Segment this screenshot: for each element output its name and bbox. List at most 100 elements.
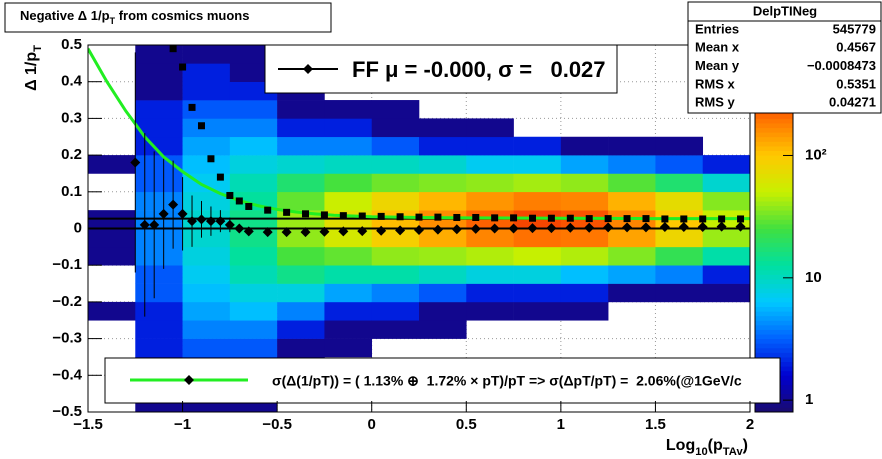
heatmap-cell <box>277 100 325 119</box>
heatmap-cell <box>419 301 467 321</box>
color-bar-segment <box>755 187 793 193</box>
y-tick-label: 0.1 <box>61 183 82 200</box>
marker <box>168 199 179 210</box>
y-tick-label: −0.2 <box>52 293 82 310</box>
y-tick-label: −0.3 <box>52 330 82 347</box>
marker <box>283 208 291 216</box>
heatmap-cell <box>371 118 420 138</box>
heatmap-cell <box>702 173 750 193</box>
y-tick-label: −0.4 <box>52 366 82 383</box>
color-bar-segment <box>755 127 793 133</box>
heatmap-cell <box>324 100 373 119</box>
heatmap-cell <box>560 246 609 266</box>
color-bar-segment <box>755 155 793 161</box>
heatmap-cell <box>324 320 373 339</box>
color-bar-segment <box>755 233 793 239</box>
heatmap-cell <box>513 265 562 284</box>
marker <box>319 226 330 237</box>
color-bar-segment <box>755 288 793 294</box>
legend-marker <box>184 375 194 385</box>
color-bar-segment <box>755 223 793 229</box>
marker <box>451 224 462 235</box>
marker <box>339 212 347 220</box>
marker <box>585 215 593 223</box>
heatmap-cell <box>608 136 656 156</box>
heatmap-cell <box>702 191 750 211</box>
heatmap-cell <box>182 301 231 321</box>
color-bar-segment <box>755 132 793 138</box>
x-tick-label: −1.5 <box>73 416 103 433</box>
marker <box>188 103 196 111</box>
legend-marker <box>303 64 313 74</box>
x-tick-label: 1 <box>557 416 565 433</box>
marker <box>661 215 669 223</box>
color-bar-segment <box>755 214 793 220</box>
color-bar-segment <box>755 256 793 262</box>
heatmap-cell <box>371 100 420 119</box>
heatmap-cell <box>182 81 231 101</box>
heatmap-cell <box>324 136 373 156</box>
color-bar-segment <box>755 168 793 174</box>
heatmap-cell <box>560 283 609 303</box>
heatmap-cell <box>419 118 467 138</box>
heatmap-cell <box>229 118 278 138</box>
stats-name: RMS x <box>695 76 736 91</box>
heatmap-cell <box>655 283 704 303</box>
heatmap-cell <box>182 118 231 138</box>
color-bar-segment <box>755 178 793 184</box>
heatmap-cell <box>135 63 183 82</box>
color-bar-segment <box>755 283 793 289</box>
heatmap-cell <box>608 191 656 211</box>
marker <box>622 222 633 233</box>
heatmap-cell <box>608 173 656 193</box>
marker <box>357 226 368 237</box>
color-bar-segment <box>755 159 793 165</box>
heatmap-cell <box>513 301 562 321</box>
heatmap-cell <box>655 246 704 266</box>
y-axis-label: Δ 1/pT <box>23 45 44 91</box>
heatmap-cell <box>655 155 704 174</box>
heatmap-cell <box>182 45 231 64</box>
marker <box>623 215 631 223</box>
heatmap-cell <box>229 246 278 266</box>
marker <box>415 213 423 221</box>
color-bar-segment <box>755 251 793 257</box>
heatmap-cell <box>371 283 420 303</box>
color-bar-segment <box>755 315 793 321</box>
color-bar-segment <box>755 118 793 124</box>
stats-value: 0.04271 <box>829 95 876 110</box>
marker <box>470 223 481 234</box>
stats-value: −0.0008473 <box>807 58 876 73</box>
heatmap-cell <box>371 155 420 174</box>
heatmap-cell <box>419 136 467 156</box>
x-tick-label: 0.5 <box>456 416 477 433</box>
heatmap-cell <box>371 246 420 266</box>
color-bar-segment <box>755 269 793 275</box>
color-bar-segment <box>755 311 793 317</box>
color-bar-segment <box>755 301 793 307</box>
heatmap-cell <box>135 173 183 193</box>
marker <box>699 215 707 223</box>
marker <box>197 122 205 130</box>
heatmap-cell <box>135 338 183 358</box>
heatmap-cell <box>182 246 231 266</box>
heatmap-cell <box>513 228 562 248</box>
heatmap-cell <box>182 320 231 339</box>
title-box <box>4 2 332 33</box>
heatmap-cell <box>182 283 231 303</box>
color-bar-segment <box>755 141 793 147</box>
text-segment: T <box>110 16 116 26</box>
color-bar-segment <box>755 200 793 207</box>
heatmap-cell <box>229 283 278 303</box>
heatmap-cell <box>371 301 420 321</box>
heatmap-cell <box>560 301 609 321</box>
color-bar-segment <box>755 219 793 225</box>
heatmap-cell <box>135 118 183 138</box>
heatmap-cell <box>466 173 514 193</box>
color-bar-segment <box>755 265 793 271</box>
curve-legend: σ(Δ(1/pT)) = ( 1.13% ⊕ 1.72% × pT)/pT =>… <box>104 357 781 404</box>
stats-title: DelpTINeg <box>753 3 817 18</box>
marker <box>226 191 234 199</box>
heatmap-cell <box>702 155 750 174</box>
heatmap-cell <box>277 338 325 358</box>
